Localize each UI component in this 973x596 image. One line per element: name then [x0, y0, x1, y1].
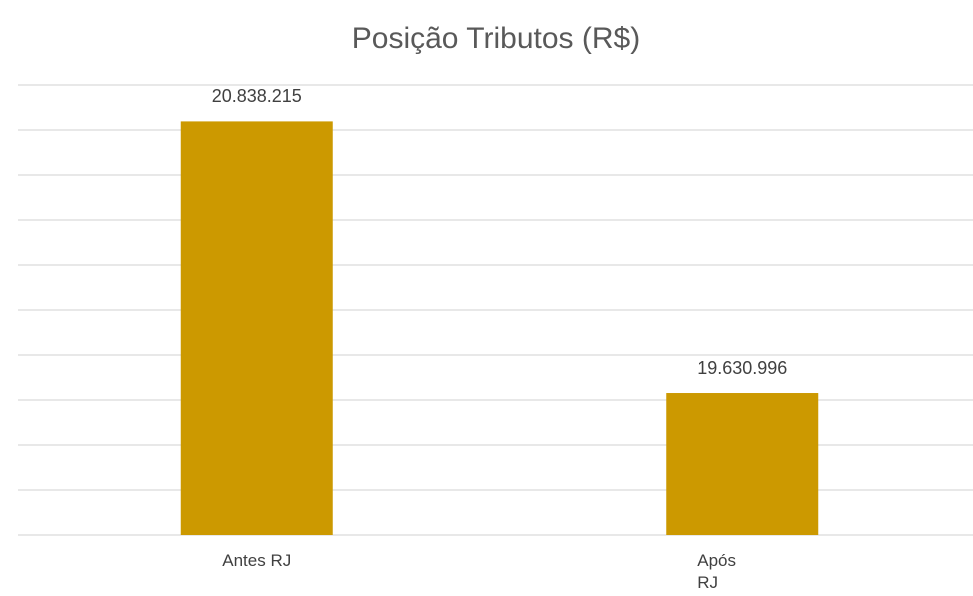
data-label: 19.630.996 [697, 358, 787, 378]
bar [666, 393, 819, 535]
chart-title: Posição Tributos (R$) [352, 22, 640, 55]
x-tick-label: Antes RJ [222, 551, 292, 570]
x-tick-label: Após RJ [697, 551, 736, 592]
bar [180, 121, 333, 536]
data-label: 20.838.215 [212, 86, 302, 106]
